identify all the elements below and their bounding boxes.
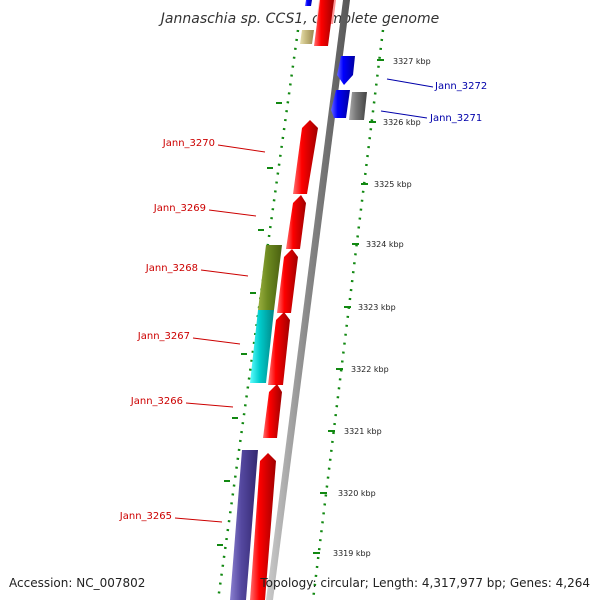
gene-arrow-jann-3271-blue[interactable] (331, 90, 350, 118)
outer-major-ticks (217, 102, 282, 546)
kbp-label: 3324 kbp (366, 240, 404, 249)
gene-label-jann-3268[interactable]: Jann_3268 (145, 263, 198, 274)
kbp-label: 3322 kbp (351, 365, 389, 374)
gene-arrow-jann-3266[interactable] (263, 384, 282, 438)
gene-arrow-jann-3267[interactable] (268, 312, 290, 385)
gene-arrow-jann-3269[interactable] (286, 195, 306, 249)
genome-backbone (266, 0, 350, 600)
kbp-label: 3323 kbp (358, 303, 396, 312)
gene-label-jann-3265[interactable]: Jann_3265 (119, 511, 172, 522)
gene-arrow-jann-3267-cyan[interactable] (250, 310, 274, 383)
gene-label-jann-3271[interactable]: Jann_3271 (429, 113, 482, 124)
kbp-label: 3320 kbp (338, 489, 376, 498)
gene-arrow-top-blue[interactable] (305, 0, 312, 6)
gene-label-jann-3266[interactable]: Jann_3266 (130, 396, 183, 407)
genome-summary-text: Topology: circular; Length: 4,317,977 bp… (259, 576, 590, 590)
kbp-label: 3327 kbp (393, 57, 431, 66)
gene-arrow-jann-3265-purple[interactable] (230, 450, 258, 600)
map-title: Jannaschia sp. CCS1, complete genome (158, 11, 439, 27)
gene-arrow-jann-3272[interactable] (337, 56, 355, 85)
gene-arrow-jann-3268-olive[interactable] (258, 245, 282, 310)
kbp-label: 3326 kbp (383, 118, 421, 127)
gene-label-jann-3269[interactable]: Jann_3269 (153, 203, 206, 214)
accession-text: Accession: NC_007802 (9, 576, 145, 590)
gene-arrow-jann-3265[interactable] (250, 453, 276, 600)
right-leader-lines (380, 78, 434, 119)
gene-label-jann-3270[interactable]: Jann_3270 (162, 138, 215, 149)
left-leader-lines (174, 144, 266, 523)
gene-arrow-jann-3271-grey[interactable] (349, 92, 367, 120)
kbp-label: 3321 kbp (344, 427, 382, 436)
kbp-label: 3319 kbp (333, 549, 371, 558)
gene-arrow-jann-3270[interactable] (293, 120, 318, 194)
gene-label-jann-3267[interactable]: Jann_3267 (137, 331, 190, 342)
gene-label-jann-3272[interactable]: Jann_3272 (434, 81, 487, 92)
gene-arrow-top-red[interactable] (314, 0, 334, 46)
gene-arrow-top-tan[interactable] (300, 30, 314, 44)
inner-ruler-line (311, 29, 385, 600)
kbp-label: 3325 kbp (374, 180, 412, 189)
inner-major-ticks (313, 59, 384, 554)
gene-arrow-jann-3268[interactable] (277, 249, 298, 313)
